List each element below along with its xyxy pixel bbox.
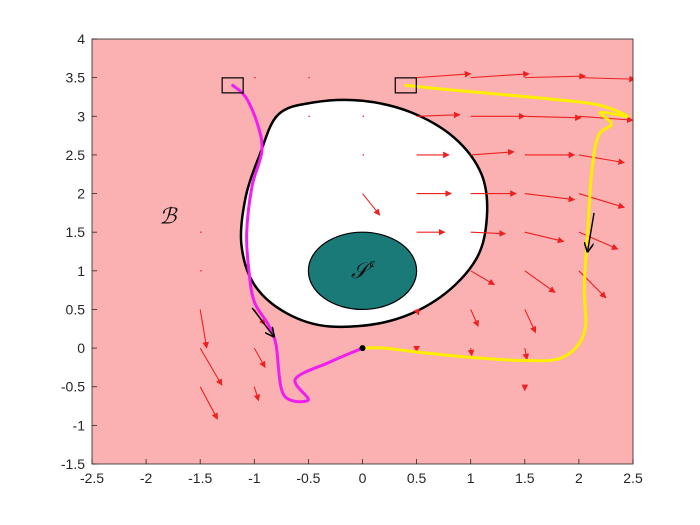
x-tick-label: 0	[359, 470, 367, 486]
y-tick-label: 3	[77, 108, 85, 124]
vector-field-arrow	[253, 347, 266, 368]
vector-field-arrow	[524, 72, 587, 80]
y-tick-label: 0	[77, 340, 85, 356]
start-marker-box	[394, 77, 417, 94]
y-axis: -1.5 -1 -0.5 0 0.5 1 1.5 2 2.5 3 3.5 4	[61, 31, 97, 472]
y-tick-label: -0.5	[61, 379, 85, 395]
x-tick-label: 2.5	[623, 470, 643, 486]
vector-field-arrow	[524, 114, 582, 121]
start-marker-box	[221, 77, 244, 94]
vector-field-arrow	[253, 386, 261, 402]
x-tick-label: -2.5	[80, 470, 104, 486]
vector-field-arrow	[470, 309, 479, 328]
vector-field-arrow	[470, 148, 515, 156]
vector-field-arrow	[522, 347, 530, 361]
safe-set-region	[239, 98, 489, 329]
vector-field-arrow	[470, 270, 496, 286]
y-tick-label: 3.5	[66, 70, 86, 86]
x-axis: -2.5 -2 -1.5 -1 -0.5 0 0.5 1 1.5 2 2.5	[80, 459, 643, 486]
vector-field-arrow	[467, 348, 475, 357]
plot-area	[199, 70, 633, 420]
vector-field-arrow	[199, 386, 218, 420]
start-markers	[221, 77, 417, 352]
trajectory-yellow	[361, 83, 630, 363]
trajectory-direction-arrow	[588, 212, 595, 252]
y-tick-label: 0.5	[66, 301, 86, 317]
y-tick-label: -1	[73, 417, 86, 433]
vector-field-arrow	[413, 308, 420, 316]
y-tick-label: 2	[77, 186, 85, 202]
vector-field-arrow	[578, 75, 633, 83]
vector-field-arrow	[524, 270, 556, 293]
x-tick-label: 1.5	[515, 470, 535, 486]
y-tick-label: 1	[77, 263, 85, 279]
unsafe-set-label-superscript: c	[370, 255, 376, 270]
y-tick-label: -1.5	[61, 456, 85, 472]
unsafe-set-region	[307, 231, 418, 311]
y-tick-label: 2.5	[66, 147, 86, 163]
vector-field-arrow	[416, 70, 472, 79]
vector-field-arrow	[524, 231, 565, 244]
vector-field-arrow	[470, 70, 530, 79]
x-tick-label: -1.5	[188, 470, 212, 486]
vector-field-arrow	[470, 230, 506, 237]
vector-field-arrow	[578, 154, 625, 165]
y-tick-label: 4	[77, 31, 85, 47]
trajectory-magenta	[231, 83, 364, 404]
x-tick-label: 0.5	[407, 470, 427, 486]
trajectories	[231, 83, 630, 404]
region-b-label: ℬ	[159, 204, 178, 229]
vector-field-arrow	[199, 309, 209, 349]
vector-field-arrow	[524, 309, 537, 334]
vector-field-arrow	[524, 192, 576, 203]
vector-field-arrow	[578, 193, 625, 209]
x-tick-label: -2	[140, 470, 153, 486]
x-tick-label: -1	[248, 470, 261, 486]
origin-point	[359, 345, 366, 352]
x-tick-label: -0.5	[296, 470, 320, 486]
trajectory-direction-arrow	[251, 307, 274, 337]
vector-field-arrow	[416, 111, 461, 119]
vector-field-arrow	[362, 193, 381, 216]
vector-field-arrow	[578, 231, 619, 250]
x-tick-label: 2	[575, 470, 583, 486]
y-tick-label: 1.5	[66, 224, 86, 240]
x-tick-label: 1	[467, 470, 475, 486]
vector-field	[199, 70, 633, 420]
vector-field-arrow	[199, 347, 223, 386]
